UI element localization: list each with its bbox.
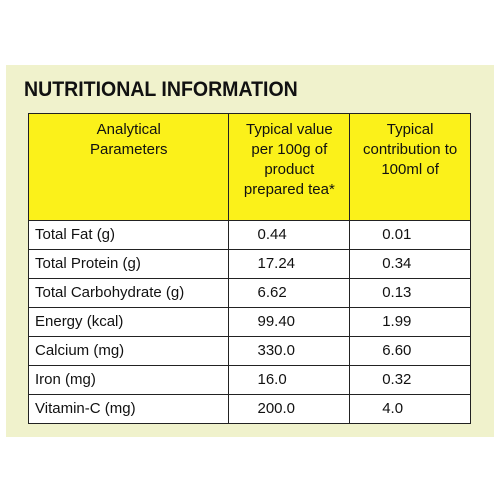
header-typical-contribution-100ml: Typical contribution to 100ml of	[349, 113, 471, 221]
page-title: NUTRITIONAL INFORMATION	[24, 78, 298, 101]
header-line: prepared tea*	[243, 181, 335, 198]
header-line: Typical value	[245, 121, 333, 138]
per-100ml-cell: 6.60	[349, 336, 471, 366]
table-row: Total Fat (g) 0.44 0.01	[27, 220, 471, 250]
parameter-cell: Total Fat (g)	[27, 220, 230, 250]
per-100g-cell: 99.40	[228, 307, 351, 337]
per-100ml-cell: 0.32	[349, 365, 471, 395]
header-line: contribution to	[362, 141, 458, 158]
per-100ml-cell: 0.13	[349, 278, 471, 308]
per-100g-cell: 330.0	[228, 336, 351, 366]
per-100ml-cell: 0.34	[349, 249, 471, 279]
per-100g-cell: 0.44	[228, 220, 351, 250]
parameter-cell: Energy (kcal)	[27, 307, 230, 337]
per-100g-cell: 200.0	[228, 394, 351, 424]
parameter-cell: Total Carbohydrate (g)	[27, 278, 230, 308]
header-line: 100ml of	[381, 161, 439, 178]
per-100ml-cell: 1.99	[349, 307, 471, 337]
header-analytical-parameters: Analytical Parameters	[27, 113, 230, 221]
table-row: Total Carbohydrate (g) 6.62 0.13	[27, 278, 471, 308]
per-100g-cell: 6.62	[228, 278, 351, 308]
table-header-row: Analytical Parameters Typical value per …	[27, 113, 471, 221]
header-line: per 100g of	[251, 141, 328, 158]
header-line: Typical	[386, 121, 434, 138]
per-100ml-cell: 0.01	[349, 220, 471, 250]
parameter-cell: Calcium (mg)	[27, 336, 230, 366]
header-line: product	[264, 161, 315, 178]
table-row: Vitamin-C (mg) 200.0 4.0	[27, 394, 471, 424]
per-100g-cell: 17.24	[228, 249, 351, 279]
header-typical-value-per-100g: Typical value per 100g of product prepar…	[228, 113, 351, 221]
nutrition-table: Analytical Parameters Typical value per …	[27, 113, 471, 424]
parameter-cell: Iron (mg)	[27, 365, 230, 395]
parameter-cell: Total Protein (g)	[27, 249, 230, 279]
per-100ml-cell: 4.0	[349, 394, 471, 424]
header-line: Parameters	[89, 141, 168, 158]
table-row: Energy (kcal) 99.40 1.99	[27, 307, 471, 337]
table-row: Iron (mg) 16.0 0.32	[27, 365, 471, 395]
table-row: Calcium (mg) 330.0 6.60	[27, 336, 471, 366]
header-line: Analytical	[96, 121, 161, 138]
parameter-cell: Vitamin-C (mg)	[27, 394, 230, 424]
per-100g-cell: 16.0	[228, 365, 351, 395]
table-row: Total Protein (g) 17.24 0.34	[27, 249, 471, 279]
